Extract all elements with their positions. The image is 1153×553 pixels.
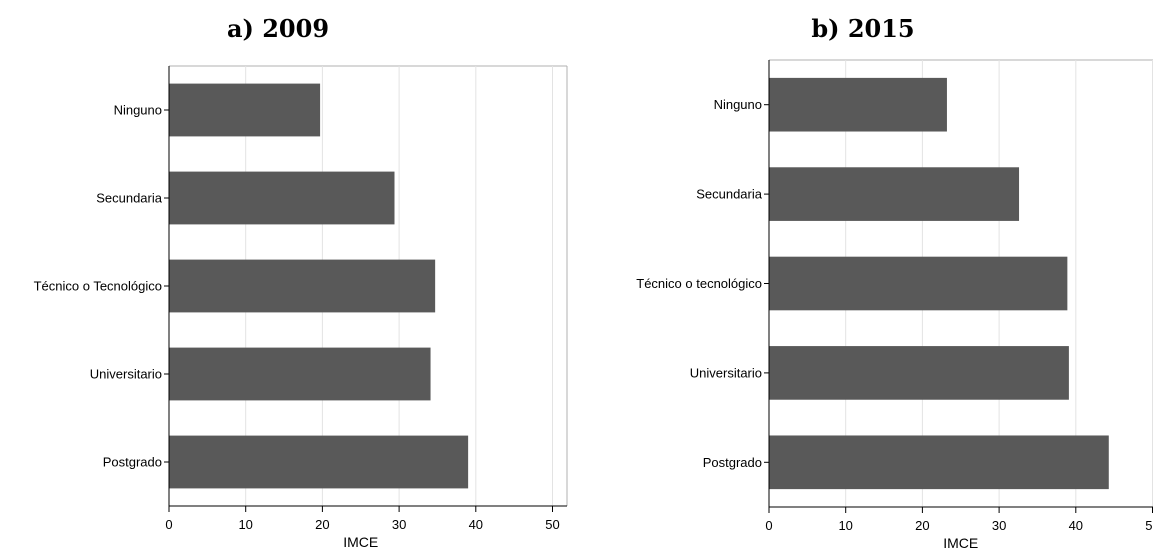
x-tick-label: 0: [765, 518, 772, 533]
x-tick-label: 10: [238, 517, 252, 532]
x-tick-label: 0: [165, 517, 172, 532]
bar: [769, 435, 1109, 490]
bar: [169, 171, 395, 225]
category-label: Ninguno: [114, 103, 162, 118]
bar: [769, 346, 1069, 400]
category-label: Universitario: [690, 365, 762, 380]
x-axis-label: IMCE: [943, 535, 978, 551]
bar: [769, 77, 947, 132]
bar: [169, 259, 436, 313]
x-tick-label: 50: [1145, 518, 1153, 533]
x-tick-label: 20: [915, 518, 929, 533]
bar: [169, 435, 469, 489]
category-label: Secundaria: [696, 187, 763, 202]
bar-chart-2009: 0 10 20 30 40 50 Ninguno Secundaria Técnico o Te…: [34, 65, 568, 550]
x-tick-label: 10: [838, 518, 852, 533]
x-tick-label: 50: [545, 517, 559, 532]
bar: [169, 83, 321, 137]
category-label: Secundaria: [96, 191, 163, 206]
x-axis-label: IMCE: [343, 534, 378, 550]
category-label: Universitario: [90, 367, 162, 382]
bar: [169, 347, 431, 401]
x-tick-label: 30: [392, 517, 406, 532]
x-tick-label: 20: [315, 517, 329, 532]
chart-title: b) 2015: [811, 14, 915, 43]
category-label: Técnico o tecnológico: [636, 276, 762, 291]
category-label: Técnico o Tecnológico: [34, 279, 162, 294]
bar: [769, 167, 1020, 221]
chart-panel-2009: a) 2009 0 10 20 30 40 50 Ninguno Secundaria Técn…: [34, 14, 568, 550]
chart-panel-2015: b) 2015 0 10 20 30 40 50 Ninguno Secundaria Técn…: [580, 0, 1153, 553]
chart-title: a) 2009: [226, 14, 330, 43]
bar: [769, 256, 1068, 311]
category-label: Postgrado: [703, 455, 762, 470]
bar-chart-2015: 0 10 20 30 40 50 Ninguno Secundaria Técnico o te…: [636, 59, 1153, 551]
x-tick-label: 40: [469, 517, 483, 532]
x-tick-label: 30: [992, 518, 1006, 533]
category-label: Postgrado: [103, 455, 162, 470]
x-tick-label: 40: [1069, 518, 1083, 533]
category-label: Ninguno: [714, 97, 762, 112]
